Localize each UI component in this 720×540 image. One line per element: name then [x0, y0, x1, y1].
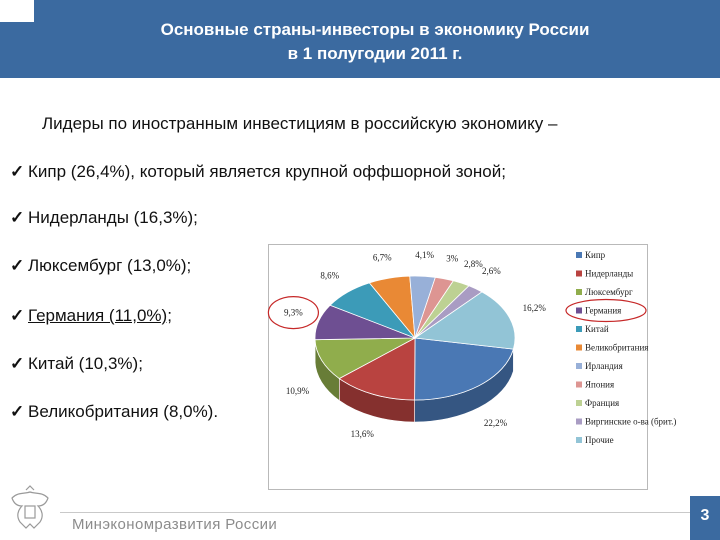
- highlight-circle-legend: [565, 298, 647, 323]
- legend-swatch: [576, 381, 582, 388]
- slide-title-line2: в 1 полугодии 2011 г.: [287, 44, 463, 63]
- bullet-text: Китай (10,3%);: [28, 354, 143, 373]
- bullet-text: Нидерланды (16,3%);: [28, 208, 198, 227]
- legend-swatch: [576, 289, 582, 295]
- legend-label: Виргинские о-ва (брит.): [585, 417, 676, 427]
- legend-label: Великобритания: [585, 343, 648, 353]
- legend-label: Ирландия: [585, 361, 623, 371]
- pie-data-label: 4,1%: [415, 250, 434, 260]
- pie-slice: [414, 337, 514, 401]
- bullet-item: ✓ Кипр (26,4%), который является крупной …: [10, 162, 506, 182]
- legend-swatch: [576, 252, 582, 258]
- pie-data-label: 6,7%: [373, 253, 392, 263]
- legend-label: Япония: [585, 380, 614, 390]
- bullet-item: ✓ Германия (11,0%);: [10, 306, 172, 326]
- bullet-item: ✓ Китай (10,3%);: [10, 354, 143, 374]
- legend-swatch: [576, 307, 582, 314]
- bullet-item: ✓ Великобритания (8,0%).: [10, 402, 218, 422]
- legend-label: Китай: [585, 324, 609, 334]
- legend-label: Люксембург: [585, 287, 633, 297]
- legend-swatch: [576, 344, 582, 351]
- slide-title: Основные страны-инвесторы в экономику Ро…: [34, 18, 716, 66]
- legend-swatch: [576, 326, 582, 332]
- checkmark-icon: ✓: [10, 256, 25, 275]
- highlight-circle-label: [267, 296, 319, 330]
- bullet-item: ✓ Люксембург (13,0%);: [10, 256, 191, 276]
- pie-slice: [413, 291, 516, 350]
- checkmark-icon: ✓: [10, 306, 25, 325]
- pie-data-label: 10,9%: [286, 386, 310, 396]
- checkmark-icon: ✓: [10, 354, 25, 373]
- pie-data-label: 2,8%: [464, 259, 483, 269]
- pie-data-label: 8,6%: [320, 271, 339, 281]
- legend-swatch: [576, 418, 582, 425]
- checkmark-icon: ✓: [10, 208, 25, 227]
- legend-label: Кипр: [585, 250, 606, 260]
- header-corner: [0, 0, 34, 22]
- bullet-text: Люксембург (13,0%);: [28, 256, 192, 275]
- organization-name: Минэкономразвития России: [72, 516, 278, 533]
- pie-data-label: 3%: [446, 254, 459, 264]
- title-bar: Основные страны-инвесторы в экономику Ро…: [0, 0, 720, 78]
- bullet-text: Кипр (26,4%), который является крупной о…: [28, 162, 506, 181]
- legend-swatch: [576, 400, 582, 406]
- pie-slice: [314, 337, 416, 379]
- pie-slice: [338, 337, 416, 401]
- slide-title-line1: Основные страны-инвесторы в экономику Ро…: [160, 20, 590, 39]
- bullet-text: Германия (11,0%);: [28, 306, 172, 325]
- pie-data-label: 2,6%: [482, 266, 501, 276]
- footer-divider: [60, 512, 690, 513]
- checkmark-icon: ✓: [10, 402, 25, 421]
- pie-data-label: 22,2%: [484, 418, 508, 428]
- intro-text: Лидеры по иностранным инвестициям в росс…: [42, 114, 558, 133]
- page-number: 3: [690, 496, 720, 540]
- legend-swatch: [576, 363, 582, 369]
- pie-data-label: 16,2%: [523, 303, 547, 313]
- bullet-text: Великобритания (8,0%).: [28, 402, 219, 421]
- legend-swatch: [576, 437, 582, 443]
- checkmark-icon: ✓: [10, 162, 25, 181]
- legend-label: Германия: [585, 306, 621, 316]
- bullet-item: ✓ Нидерланды (16,3%);: [10, 208, 198, 228]
- coat-of-arms-logo: [11, 485, 49, 529]
- legend-swatch: [576, 270, 582, 277]
- legend-label: Франция: [585, 398, 619, 408]
- legend-label: Нидерланды: [585, 269, 633, 279]
- legend-label: Прочие: [585, 435, 614, 445]
- pie-data-label: 9,3%: [284, 308, 303, 318]
- pie-data-label: 13,6%: [351, 429, 375, 439]
